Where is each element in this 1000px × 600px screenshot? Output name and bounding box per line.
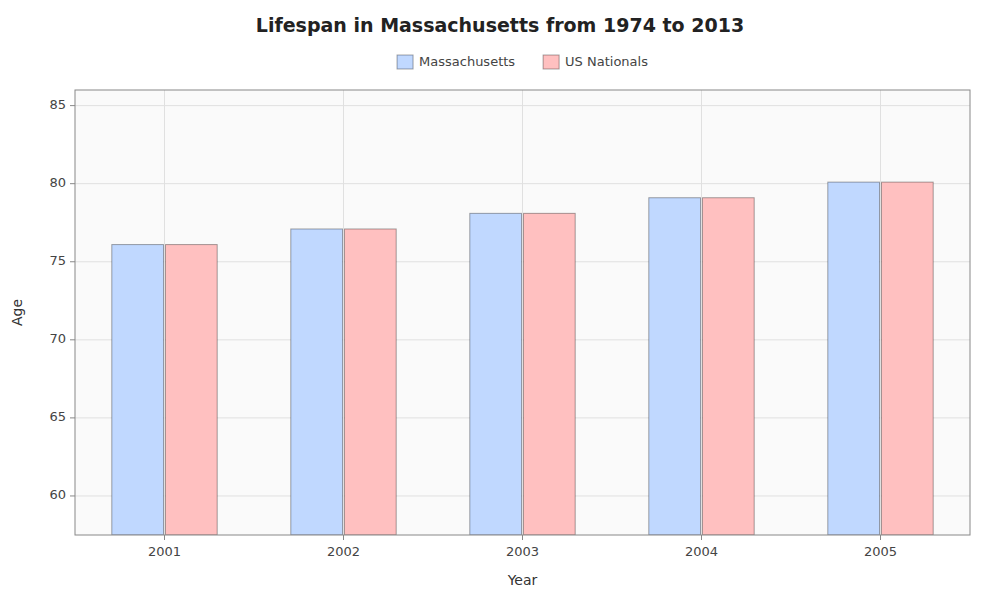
y-tick	[70, 495, 75, 496]
bar	[112, 245, 164, 535]
x-grid-line	[880, 90, 881, 535]
bars	[112, 182, 933, 535]
legend-swatch	[397, 55, 413, 69]
y-axis: 60 65 70 75 80 85	[49, 97, 75, 502]
x-grid-line	[164, 90, 165, 535]
x-tick-label: 2001	[148, 544, 181, 559]
bar	[470, 213, 522, 535]
x-tick-label: 2004	[685, 544, 718, 559]
bar	[703, 198, 755, 535]
y-tick-label: 75	[49, 253, 66, 268]
bar	[291, 229, 343, 535]
bar	[828, 182, 880, 535]
legend-swatch	[543, 55, 559, 69]
plot-frame	[75, 90, 970, 535]
chart-title: Lifespan in Massachusetts from 1974 to 2…	[256, 14, 744, 36]
y-tick-label: 65	[49, 409, 66, 424]
x-axis-label: Year	[507, 572, 538, 588]
x-grid-line	[701, 90, 702, 535]
chart-container: 60 65 70 75 80 85 2001 2002 2003 2004 2005 Year Age L…	[0, 0, 1000, 600]
chart-svg: 60 65 70 75 80 85 2001 2002 2003 2004 2005 Year Age L…	[0, 0, 1000, 600]
y-axis-label: Age	[9, 299, 25, 326]
x-grid-line	[522, 90, 523, 535]
x-axis: 2001 2002 2003 2004 2005	[148, 535, 897, 559]
y-tick-label: 80	[49, 175, 66, 190]
plot-background	[75, 90, 970, 535]
y-tick	[70, 183, 75, 184]
bar	[166, 245, 218, 535]
y-tick-label: 70	[49, 331, 66, 346]
x-tick	[701, 535, 702, 540]
x-tick-label: 2003	[506, 544, 539, 559]
legend-item: Massachusetts	[397, 54, 515, 70]
x-tick-label: 2005	[864, 544, 897, 559]
bar	[524, 213, 576, 535]
x-tick	[880, 535, 881, 540]
bar	[882, 182, 934, 535]
y-tick-label: 85	[49, 97, 66, 112]
y-tick	[70, 261, 75, 262]
bar	[345, 229, 397, 535]
x-tick	[164, 535, 165, 540]
legend-label: Massachusetts	[419, 54, 515, 69]
legend-item: US Nationals	[543, 54, 648, 70]
y-tick	[70, 339, 75, 340]
x-tick	[343, 535, 344, 540]
x-tick-label: 2002	[327, 544, 360, 559]
y-tick	[70, 417, 75, 418]
x-tick	[522, 535, 523, 540]
x-grid-line	[343, 90, 344, 535]
legend-label: US Nationals	[565, 54, 648, 69]
y-tick	[70, 105, 75, 106]
y-tick-label: 60	[49, 487, 66, 502]
bar	[649, 198, 701, 535]
legend: Massachusetts US Nationals	[397, 54, 648, 70]
grid	[75, 90, 970, 535]
